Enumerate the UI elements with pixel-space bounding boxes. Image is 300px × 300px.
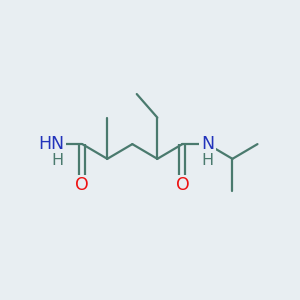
Text: H: H (51, 153, 63, 168)
Text: H: H (201, 153, 214, 168)
Text: N: N (201, 135, 214, 153)
Text: H: H (38, 134, 51, 152)
Text: O: O (75, 176, 89, 194)
Text: N: N (51, 135, 64, 153)
Text: O: O (176, 176, 189, 194)
